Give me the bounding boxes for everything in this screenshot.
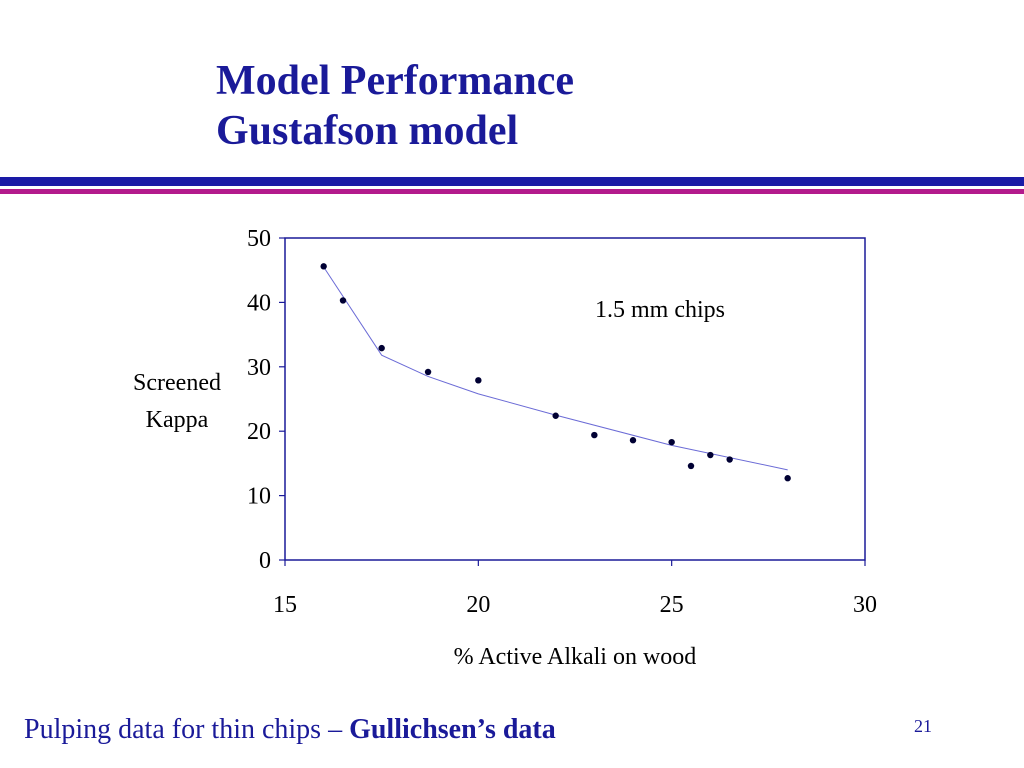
y-tick-label: 50: [247, 226, 271, 252]
slide-footer: Pulping data for thin chips – Gullichsen…: [24, 714, 556, 746]
data-point: [424, 368, 432, 376]
data-point: [687, 462, 695, 470]
footer-bold-text: Gullichsen’s data: [349, 714, 556, 745]
x-axis-label: % Active Alkali on wood: [454, 644, 697, 670]
title-divider-magenta: [0, 189, 1024, 194]
slide-title: Model Performance Gustafson model: [216, 56, 574, 156]
data-point: [784, 475, 791, 482]
data-point: [378, 344, 385, 352]
data-point: [591, 431, 598, 439]
y-axis-label-line2: Kappa: [146, 407, 209, 433]
data-point: [339, 297, 347, 304]
annotation-label: 1.5 mm chips: [595, 297, 725, 323]
y-tick-label: 20: [247, 419, 271, 445]
footer-text: Pulping data for thin chips –: [24, 714, 350, 745]
data-point: [552, 412, 559, 419]
plot-area-frame: [284, 237, 866, 561]
x-tick-label: 15: [273, 592, 297, 618]
title-divider-blue: [0, 177, 1024, 186]
y-tick-label: 30: [247, 355, 271, 381]
chart-marks: 0 10 20 30 40 50 15 20 25 30: [247, 226, 877, 618]
model-fit-line: [323, 266, 788, 471]
data-point: [707, 451, 714, 459]
y-tick-label: 10: [247, 484, 271, 510]
x-tick-label: 20: [466, 592, 490, 618]
data-point: [475, 377, 482, 384]
y-axis-label-line1: Screened: [133, 370, 221, 396]
data-point: [726, 456, 733, 463]
y-tick-label: 40: [247, 290, 271, 316]
x-tick-label: 30: [853, 592, 877, 618]
data-point: [668, 438, 675, 446]
y-tick-label: 0: [259, 548, 271, 574]
page-number: 21: [914, 716, 932, 736]
data-point: [629, 437, 637, 444]
slide-title-line1: Model Performance: [216, 58, 575, 104]
x-tick-label: 25: [660, 592, 684, 618]
data-point: [320, 263, 327, 270]
slide-title-line2: Gustafson model: [216, 108, 519, 154]
